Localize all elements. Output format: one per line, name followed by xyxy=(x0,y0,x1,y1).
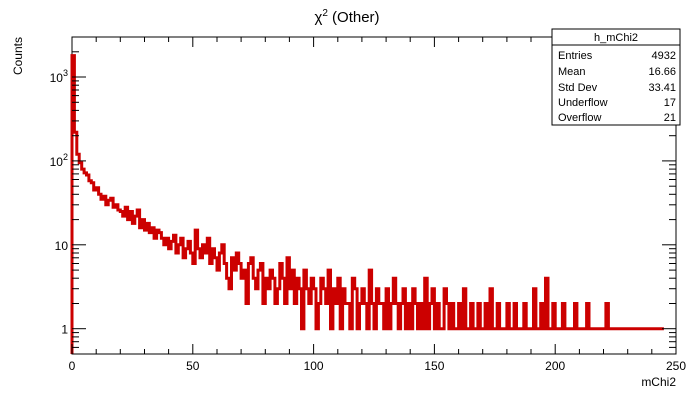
stats-value-entries: 4932 xyxy=(652,50,676,62)
y-tick-label-exponent: 2 xyxy=(63,152,68,162)
x-tick-label: 200 xyxy=(545,359,565,373)
y-tick-label-exponent: 3 xyxy=(63,68,68,78)
stats-label-overflow: Overflow xyxy=(558,112,601,124)
x-axis-title: mChi2 xyxy=(641,375,676,389)
stats-label-stddev: Std Dev xyxy=(558,82,598,94)
y-tick-label-base: 1 xyxy=(61,323,68,337)
y-axis-title: Counts xyxy=(11,37,25,75)
stats-value-mean: 16.66 xyxy=(648,66,676,78)
stats-value-overflow: 21 xyxy=(664,112,676,124)
x-tick-label: 100 xyxy=(304,359,324,373)
stats-value-stddev: 33.41 xyxy=(648,82,676,94)
chart-title: χ2 (Other) xyxy=(314,8,379,26)
chart-title-symbol: χ xyxy=(314,9,322,26)
x-tick-label: 150 xyxy=(424,359,444,373)
y-tick-label: 10 xyxy=(55,239,69,253)
y-tick-label: 103 xyxy=(50,68,68,85)
y-tick-label: 102 xyxy=(50,152,68,169)
stats-box: h_mChi2 Entries 4932 Mean 16.66 Std Dev … xyxy=(551,28,681,126)
x-tick-label: 0 xyxy=(69,359,76,373)
chart-title-rest: (Other) xyxy=(328,9,380,26)
y-tick-label-base: 10 xyxy=(55,239,69,253)
y-tick-label-base: 10 xyxy=(50,71,64,85)
stats-value-underflow: 17 xyxy=(664,97,676,109)
x-tick-label: 250 xyxy=(666,359,686,373)
y-tick-label-base: 10 xyxy=(50,155,64,169)
x-tick-label: 50 xyxy=(186,359,200,373)
stats-label-underflow: Underflow xyxy=(558,97,608,109)
axis-ticks xyxy=(71,36,677,355)
stats-box-title: h_mChi2 xyxy=(594,32,638,44)
stats-label-entries: Entries xyxy=(558,50,593,62)
y-tick-label: 1 xyxy=(61,323,68,337)
chart-title-superscript: 2 xyxy=(322,8,328,19)
histogram-line xyxy=(70,54,664,354)
stats-label-mean: Mean xyxy=(558,66,586,78)
